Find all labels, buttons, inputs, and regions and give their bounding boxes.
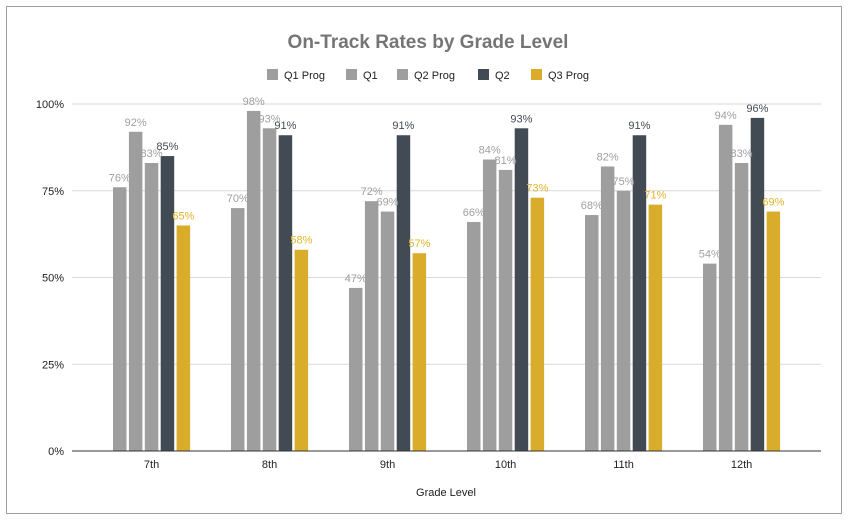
data-label: 98%: [243, 96, 265, 108]
bar-q3-prog-10th: [530, 197, 545, 451]
bar-q3-prog-8th: [294, 249, 309, 451]
bar-q2-prog-9th: [380, 211, 395, 451]
bar-q3-prog-7th: [176, 225, 191, 451]
legend-label: Q2 Prog: [414, 70, 455, 82]
data-label: 83%: [141, 148, 163, 160]
data-label: 65%: [172, 210, 194, 222]
bar-q2-10th: [514, 128, 529, 452]
y-tick-label: 25%: [42, 359, 64, 371]
bar-q1-7th: [128, 131, 143, 451]
y-tick-label: 50%: [42, 273, 64, 285]
legend-label: Q2: [495, 70, 510, 82]
legend-label: Q3 Prog: [548, 70, 589, 82]
data-label: 94%: [715, 110, 737, 122]
bar-q1-10th: [482, 159, 497, 451]
data-label: 73%: [526, 183, 548, 195]
bar-q2-prog-11th: [616, 190, 631, 451]
bar-q1-prog-8th: [231, 208, 245, 451]
data-label: 58%: [290, 235, 312, 247]
bar-q1-prog-12th: [703, 263, 717, 451]
data-label: 75%: [613, 176, 635, 188]
bar-q2-prog-12th: [734, 162, 749, 452]
bar-q1-9th: [364, 201, 379, 451]
legend-swatch: [478, 69, 489, 80]
chart-legend: Q1 Prog Q1 Q2 Prog Q2 Q3 Prog: [267, 69, 589, 82]
data-label: 91%: [628, 120, 650, 132]
legend-label: Q1 Prog: [284, 70, 325, 82]
bar-q2-9th: [396, 135, 411, 452]
data-label: 68%: [581, 200, 603, 212]
bar-q2-prog-8th: [262, 128, 277, 452]
legend-swatch: [267, 69, 278, 80]
legend-swatch: [531, 69, 542, 80]
bar-q2-7th: [160, 156, 175, 452]
bar-q3-prog-11th: [648, 204, 663, 451]
y-tick-label: 100%: [36, 99, 64, 111]
x-tick-label: 8th: [262, 459, 277, 471]
data-label: 66%: [463, 207, 485, 219]
bar-q2-11th: [632, 135, 647, 452]
bar-q2-prog-10th: [498, 169, 513, 451]
bar-q1-12th: [718, 124, 733, 451]
data-label: 76%: [109, 172, 131, 184]
data-label: 69%: [377, 197, 399, 209]
bar-q3-prog-12th: [766, 211, 781, 451]
x-tick-label: 9th: [380, 459, 395, 471]
data-label: 70%: [227, 193, 249, 205]
data-labels: 76%92%83%85%65%70%98%93%91%58%47%72%69%9…: [109, 96, 785, 285]
x-axis-title: Grade Level: [416, 487, 476, 499]
data-label: 85%: [156, 141, 178, 153]
bar-q1-prog-11th: [585, 215, 599, 451]
bar-q1-prog-10th: [467, 221, 481, 451]
data-label: 91%: [274, 120, 296, 132]
data-label: 93%: [510, 113, 532, 125]
gridlines: [72, 103, 821, 365]
bars: [113, 110, 781, 452]
legend-swatch: [397, 69, 408, 80]
bar-q1-11th: [600, 166, 615, 451]
legend-label: Q1: [363, 70, 378, 82]
data-label: 81%: [495, 155, 517, 167]
data-label: 82%: [597, 151, 619, 163]
x-tick-label: 12th: [731, 459, 752, 471]
bar-q2-prog-7th: [144, 162, 159, 452]
bar-q2-12th: [750, 117, 765, 451]
x-axis-ticks: 7th 8th 9th 10th 11th 12th: [144, 459, 752, 471]
data-label: 54%: [699, 249, 721, 261]
y-axis-ticks: 0% 25% 50% 75% 100%: [36, 99, 64, 458]
bar-q1-prog-7th: [113, 187, 127, 451]
bar-q3-prog-9th: [412, 253, 427, 451]
data-label: 92%: [125, 117, 147, 129]
data-label: 83%: [731, 148, 753, 160]
y-tick-label: 0%: [48, 446, 64, 458]
y-tick-label: 75%: [42, 186, 64, 198]
bar-q1-prog-9th: [349, 287, 363, 451]
data-label: 57%: [408, 238, 430, 250]
x-tick-label: 11th: [613, 459, 634, 471]
x-tick-label: 7th: [144, 459, 159, 471]
data-label: 72%: [361, 186, 383, 198]
chart-title: On-Track Rates by Grade Level: [288, 32, 569, 53]
bar-q2-8th: [278, 135, 293, 452]
data-label: 93%: [259, 113, 281, 125]
x-tick-label: 10th: [495, 459, 516, 471]
data-label: 71%: [644, 190, 666, 202]
data-label: 47%: [345, 273, 367, 285]
data-label: 69%: [762, 197, 784, 209]
legend-swatch: [346, 69, 357, 80]
data-label: 91%: [392, 120, 414, 132]
bar-q1-8th: [246, 110, 261, 451]
data-label: 84%: [479, 145, 501, 157]
data-label: 96%: [746, 103, 768, 115]
